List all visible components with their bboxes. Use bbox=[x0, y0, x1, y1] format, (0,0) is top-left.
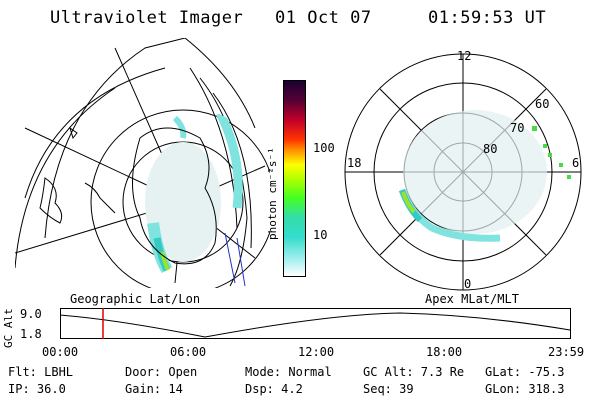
mlat-label-70: 70 bbox=[510, 121, 524, 135]
colorbar-tick-10: 10 bbox=[313, 228, 328, 242]
alt-tick-9: 9.0 bbox=[20, 307, 42, 321]
status-mode: Mode: Normal bbox=[245, 365, 332, 379]
mlt-label-18: 18 bbox=[347, 156, 361, 170]
status-filter: Flt: LBHL bbox=[8, 365, 74, 379]
status-gain: Gain: 14 bbox=[125, 382, 183, 396]
geographic-label: Geographic Lat/Lon bbox=[70, 292, 201, 306]
south-america-outline bbox=[39, 177, 63, 224]
time-tick-1800: 18:00 bbox=[426, 345, 463, 359]
mlt-label-6: 6 bbox=[572, 156, 579, 170]
status-dsp: Dsp: 4.2 bbox=[245, 382, 303, 396]
status-glon: GLon: 318.3 bbox=[485, 382, 565, 396]
mlat-label-60: 60 bbox=[535, 97, 549, 111]
time-tick-0000: 00:00 bbox=[42, 345, 79, 359]
instrument-title: Ultraviolet Imager bbox=[50, 8, 244, 28]
mlt-label-12: 12 bbox=[457, 50, 471, 63]
geo-aurora bbox=[145, 110, 243, 274]
status-glat: GLat: -75.3 bbox=[485, 365, 565, 379]
color-scale-bar bbox=[283, 80, 306, 277]
time-tick-1200: 12:00 bbox=[298, 345, 335, 359]
altitude-timeline bbox=[60, 308, 571, 339]
status-seq: Seq: 39 bbox=[363, 382, 414, 396]
mlt-label-0: 0 bbox=[464, 277, 471, 291]
geo-grid bbox=[15, 47, 270, 288]
status-ip: IP: 36.0 bbox=[8, 382, 66, 396]
polar-mlat-mlt-plot: 12 18 6 0 60 70 80 bbox=[344, 50, 582, 291]
date-label: 01 Oct 07 bbox=[275, 8, 372, 28]
time-tick-2359: 23:59 bbox=[548, 345, 585, 359]
antarctica-outline bbox=[132, 127, 217, 265]
mlat-label-80: 80 bbox=[483, 142, 497, 156]
time-label: 01:59:53 UT bbox=[428, 8, 547, 28]
alt-tick-1-8: 1.8 bbox=[20, 327, 42, 341]
gc-alt-axis-label: GC Alt bbox=[2, 308, 15, 348]
geographic-map bbox=[15, 38, 270, 288]
colorbar-tick-100: 100 bbox=[313, 141, 335, 155]
status-gc-alt: GC Alt: 7.3 Re bbox=[363, 365, 465, 379]
apex-label: Apex MLat/MLT bbox=[425, 292, 519, 306]
status-door: Door: Open bbox=[125, 365, 198, 379]
colorbar-units-label: photon cm⁻²s⁻¹ bbox=[266, 147, 279, 240]
time-tick-0600: 06:00 bbox=[170, 345, 207, 359]
